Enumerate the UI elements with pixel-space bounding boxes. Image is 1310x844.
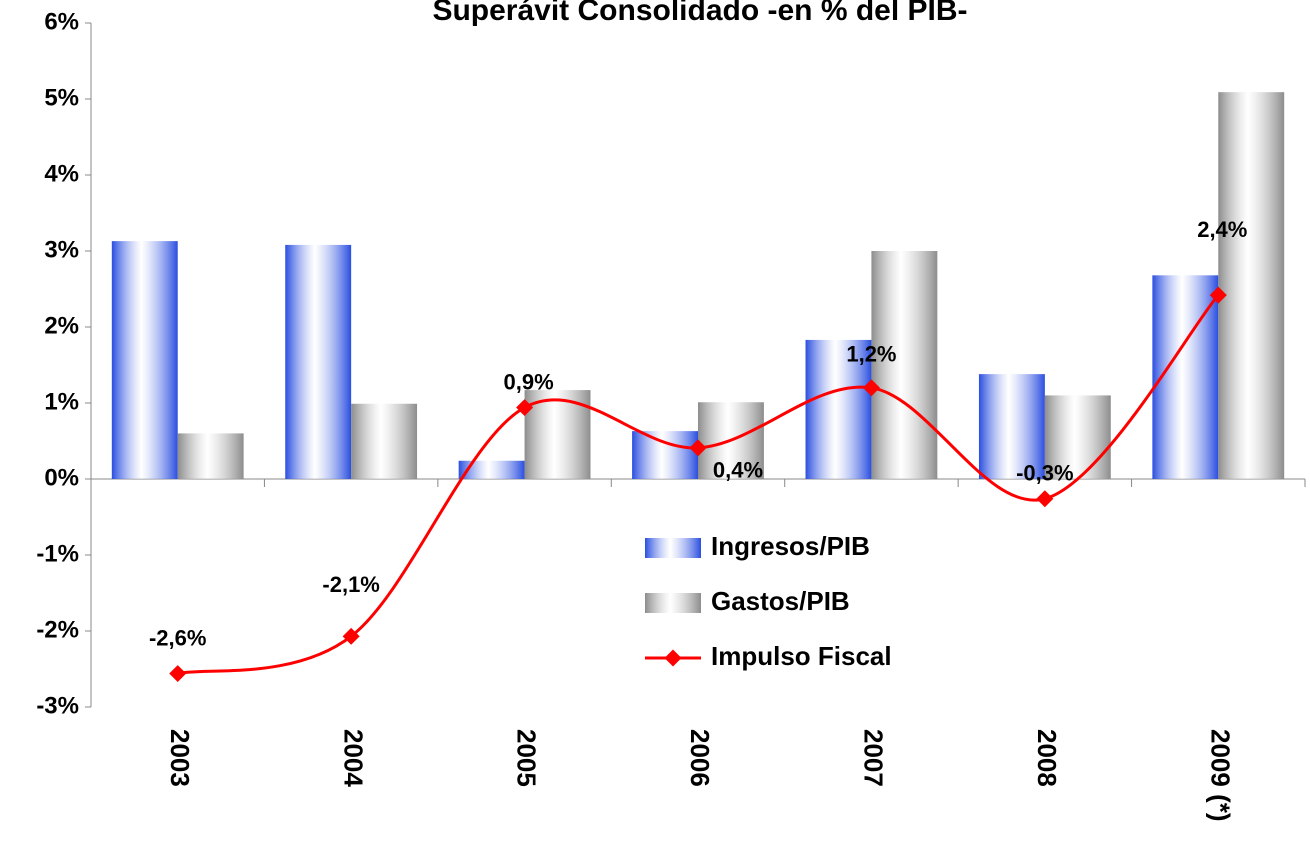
x-tick-label: 2005 bbox=[512, 729, 542, 787]
marker bbox=[342, 627, 360, 645]
marker bbox=[169, 665, 187, 683]
data-label: 2,4% bbox=[1197, 217, 1247, 242]
marker bbox=[689, 439, 707, 457]
x-tick-label: 2003 bbox=[165, 729, 195, 787]
marker bbox=[862, 379, 880, 397]
bar bbox=[1218, 92, 1285, 479]
bar bbox=[632, 431, 698, 479]
legend-label: Impulso Fiscal bbox=[711, 641, 892, 671]
legend-swatch bbox=[664, 649, 682, 667]
marker bbox=[516, 399, 534, 417]
bar bbox=[351, 403, 418, 479]
y-tick-label: -1% bbox=[36, 540, 79, 567]
bar bbox=[177, 433, 244, 479]
bar bbox=[285, 244, 352, 479]
x-tick-label: 2009 (*) bbox=[1205, 729, 1235, 822]
y-tick-label: 4% bbox=[44, 160, 79, 187]
bar bbox=[805, 339, 872, 479]
legend-swatch bbox=[645, 593, 701, 613]
legend-label: Ingresos/PIB bbox=[711, 531, 870, 561]
bar bbox=[1044, 395, 1111, 479]
y-tick-label: 6% bbox=[44, 8, 79, 35]
bar bbox=[111, 241, 178, 479]
y-tick-label: 5% bbox=[44, 84, 79, 111]
data-label: 0,4% bbox=[713, 458, 763, 483]
legend-label: Gastos/PIB bbox=[711, 586, 850, 616]
y-tick-label: 0% bbox=[44, 464, 79, 491]
bar bbox=[458, 460, 525, 479]
x-tick-label: 2004 bbox=[338, 729, 368, 787]
data-label: -2,1% bbox=[322, 572, 379, 597]
bar bbox=[978, 374, 1045, 479]
y-tick-label: -3% bbox=[36, 692, 79, 719]
data-label: 1,2% bbox=[846, 342, 896, 367]
marker bbox=[1036, 490, 1054, 508]
bar bbox=[871, 251, 938, 479]
y-tick-label: 1% bbox=[44, 388, 79, 415]
x-tick-label: 2007 bbox=[859, 729, 889, 787]
legend-swatch bbox=[645, 538, 701, 558]
x-tick-label: 2008 bbox=[1032, 729, 1062, 787]
y-tick-label: 3% bbox=[44, 236, 79, 263]
data-label: 0,9% bbox=[503, 369, 553, 394]
data-label: -0,3% bbox=[1016, 461, 1073, 486]
y-tick-label: 2% bbox=[44, 312, 79, 339]
chart-title: Superávit Consolidado -en % del PIB- bbox=[432, 0, 967, 27]
data-label: -2,6% bbox=[149, 625, 206, 650]
x-tick-label: 2006 bbox=[685, 729, 715, 787]
y-tick-label: -2% bbox=[36, 616, 79, 643]
